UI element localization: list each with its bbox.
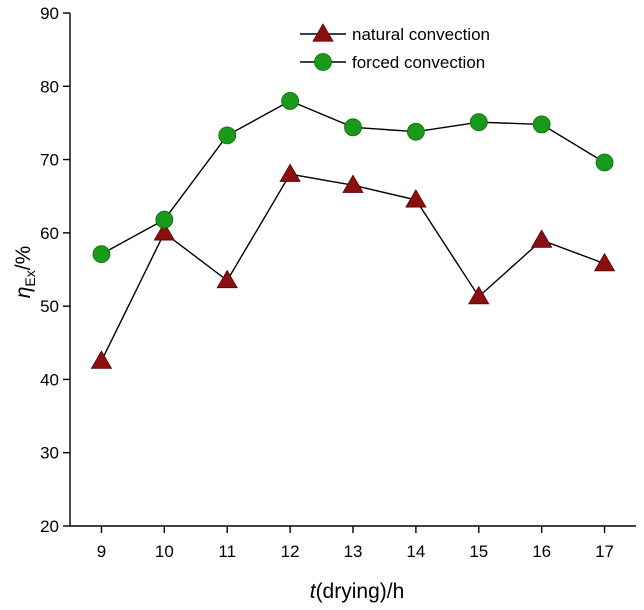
y-tick-label: 50 — [40, 297, 59, 316]
y-tick-label: 80 — [40, 77, 59, 96]
y-axis-title-rest: /% — [12, 246, 35, 271]
y-tick-label: 60 — [40, 224, 59, 243]
circle-point — [155, 210, 174, 229]
x-tick-label: 15 — [469, 542, 488, 561]
series-forced-convection — [92, 92, 614, 264]
x-tick-label: 13 — [344, 542, 363, 561]
triangle-point — [468, 285, 490, 305]
circle-point — [281, 92, 300, 110]
y-axis-title-symbol: η — [12, 287, 35, 299]
y-tick-label: 70 — [40, 151, 59, 170]
x-tick-label: 12 — [281, 542, 300, 561]
circle-point — [92, 245, 111, 264]
triangle-point — [216, 269, 238, 289]
x-tick-label: 14 — [406, 542, 425, 561]
triangle-point — [279, 163, 301, 182]
triangle-point — [405, 189, 427, 208]
triangle-point — [153, 222, 176, 241]
y-axis-title-sub: Ex — [22, 270, 38, 286]
legend: natural convection forced convection — [300, 23, 490, 72]
series-layer — [90, 92, 616, 369]
circle-point — [344, 118, 362, 137]
legend-label: natural convection — [352, 25, 490, 44]
x-axis-title-rest: (drying)/h — [316, 580, 405, 603]
legend-entry: forced convection — [300, 53, 485, 72]
y-tick-label: 40 — [40, 370, 59, 389]
circle-point — [469, 113, 488, 132]
circle-point — [595, 153, 614, 172]
x-tick-label: 11 — [218, 542, 236, 561]
triangle-point — [530, 229, 553, 248]
x-tick-label: 17 — [595, 542, 614, 561]
y-axis-title: ηEx/% — [12, 246, 38, 299]
x-tick-label: 16 — [532, 542, 551, 561]
x-axis-title-italic: t — [310, 580, 317, 603]
series-natural-convection — [90, 163, 616, 369]
y-tick-label: 30 — [40, 444, 59, 463]
triangle-point — [593, 252, 616, 272]
x-tick-label: 9 — [97, 542, 106, 561]
x-tick-label: 10 — [155, 542, 174, 561]
axes: 20 30 40 50 60 70 80 90 9 10 11 12 13 14 15 16 17 — [40, 4, 636, 561]
legend-entry: natural convection — [300, 23, 490, 44]
triangle-point — [342, 174, 364, 193]
legend-triangle-marker — [312, 23, 334, 42]
circle-point — [532, 115, 551, 134]
legend-circle-marker — [314, 53, 332, 71]
x-axis-title: t(drying)/h — [310, 580, 405, 603]
triangle-point — [90, 350, 113, 369]
circle-point — [218, 126, 237, 145]
y-tick-label: 20 — [40, 517, 59, 536]
y-tick-label: 90 — [40, 4, 59, 23]
legend-label: forced convection — [352, 53, 485, 72]
circle-point — [406, 122, 425, 141]
